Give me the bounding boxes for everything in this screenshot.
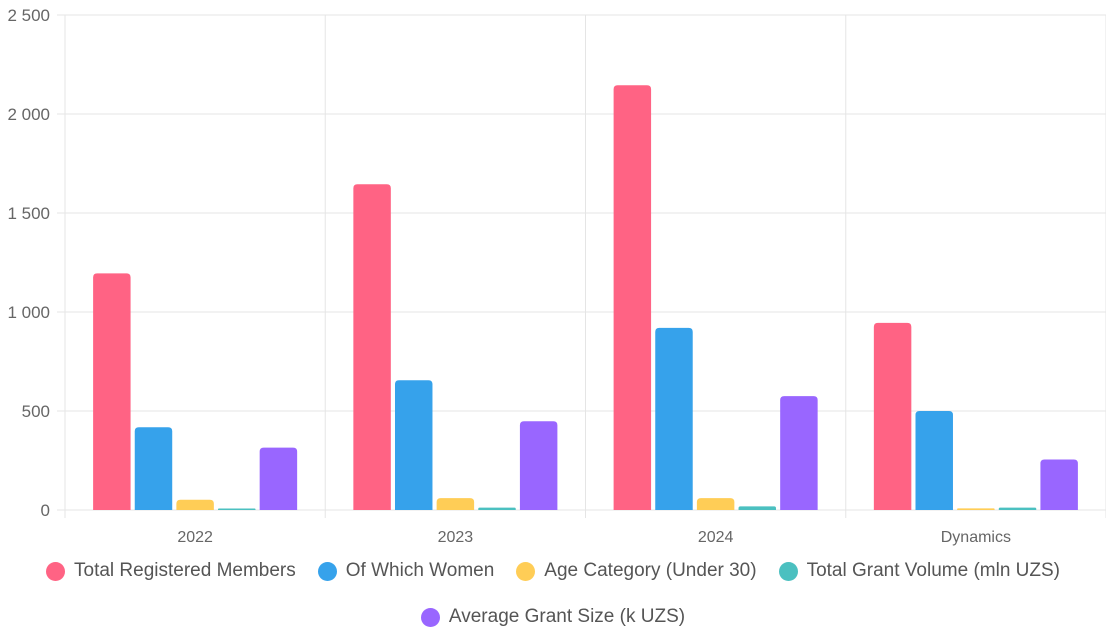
bar[interactable] [176, 499, 214, 510]
bar[interactable] [613, 85, 652, 510]
bar[interactable] [353, 184, 391, 511]
bar[interactable] [1040, 459, 1078, 510]
bar[interactable] [998, 507, 1037, 510]
y-tick-label: 2 500 [7, 6, 50, 25]
bar[interactable] [93, 273, 131, 510]
bar[interactable] [134, 427, 173, 510]
x-tick-label: 2024 [698, 529, 734, 546]
x-axis-tick-labels: 2022 2023 2024 Dynamics [177, 529, 1011, 546]
x-tick-label: 2023 [438, 529, 474, 546]
bar[interactable] [394, 380, 433, 510]
legend-item[interactable]: Total Registered Members [46, 560, 296, 582]
y-tick-label: 2 000 [7, 105, 50, 124]
legend-label: Of Which Women [345, 560, 495, 581]
bar[interactable] [519, 421, 558, 510]
legend-item[interactable]: Age Category (Under 30) [516, 560, 757, 582]
bar[interactable] [915, 411, 953, 510]
legend-item[interactable]: Of Which Women [317, 560, 495, 582]
bar[interactable] [957, 508, 995, 510]
bar[interactable] [478, 507, 516, 510]
legend-item[interactable]: Total Grant Volume (mln UZS) [778, 560, 1060, 582]
y-tick-label: 1 000 [7, 303, 50, 322]
bar[interactable] [738, 506, 777, 510]
bar[interactable] [218, 508, 256, 511]
bar[interactable] [436, 498, 475, 510]
bar[interactable] [696, 498, 735, 510]
bar[interactable] [873, 322, 912, 510]
y-tick-label: 500 [22, 402, 50, 421]
bar[interactable] [259, 447, 298, 510]
legend-item[interactable]: Average Grant Size (k UZS) [420, 606, 686, 628]
legend-label: Age Category (Under 30) [544, 560, 757, 581]
y-axis-tick-labels: 0 500 1 000 1 500 2 000 2 500 [7, 6, 50, 520]
bar[interactable] [780, 396, 818, 510]
legend-swatch-icon [778, 561, 798, 581]
x-tick-label: Dynamics [941, 529, 1011, 546]
legend-label: Average Grant Size (k UZS) [448, 606, 686, 627]
x-tick-label: 2022 [177, 529, 213, 546]
bars [93, 85, 1078, 511]
bar-chart: 0 500 1 000 1 500 2 000 2 500 2022 2023 2024 Dyn… [7, 6, 1106, 546]
grid-lines [57, 14, 1106, 518]
y-tick-label: 1 500 [7, 204, 50, 223]
legend-swatch-icon [516, 561, 536, 581]
legend-label: Total Registered Members [74, 560, 296, 581]
legend-label: Total Grant Volume (mln UZS) [806, 560, 1060, 581]
bar[interactable] [655, 327, 693, 510]
legend-swatch-icon [420, 607, 440, 627]
y-tick-label: 0 [41, 501, 50, 520]
legend: Total Registered Members Of Which Women Ag… [0, 560, 1106, 628]
legend-swatch-icon [46, 561, 65, 581]
legend-swatch-icon [317, 561, 337, 581]
